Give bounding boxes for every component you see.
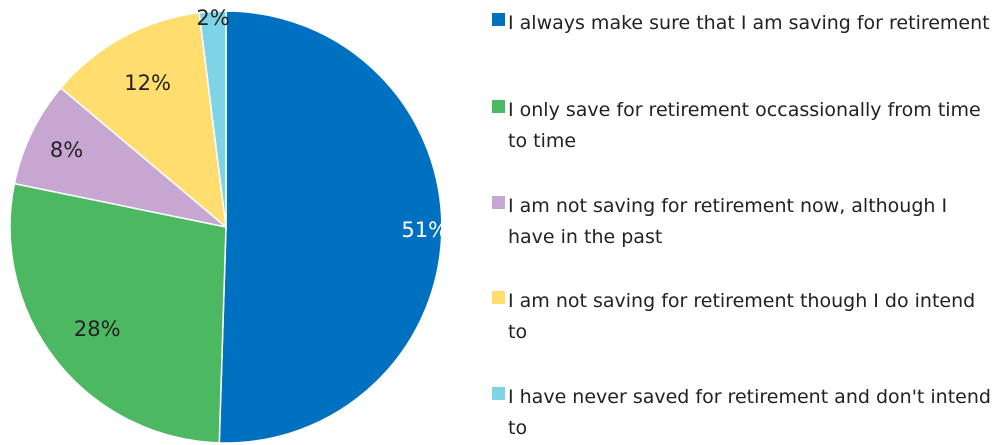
legend-swatch-intend-to (492, 291, 505, 304)
pie-slice-not-now-past (13, 86, 227, 228)
legend-swatch-never-saved (492, 387, 505, 400)
pie-slice-always-saving (218, 10, 443, 444)
slice-value-label-intend-to: 12% (124, 71, 171, 95)
slice-value-label-never-saved: 2% (196, 6, 229, 30)
pie-slice-occasionally (9, 182, 227, 444)
slice-value-label-not-now-past: 8% (50, 138, 83, 162)
legend-label-occasionally: I only save for retirement occassionally… (508, 99, 981, 152)
legend-label-always-saving: I always make sure that I am saving for … (508, 12, 990, 34)
pie-slice-never-saved (198, 10, 227, 228)
legend-label-not-now-past: I am not saving for retirement now, alth… (508, 195, 948, 248)
legend-swatch-occasionally (492, 100, 505, 113)
pie-slice-intend-to (59, 11, 227, 229)
legend-swatch-not-now-past (492, 196, 505, 209)
pie-plot-area: 51% 28% 8% 12% 2% (9, 5, 448, 444)
slice-value-label-occasionally: 28% (74, 317, 121, 341)
legend-label-intend-to: I am not saving for retirement though I … (508, 290, 976, 343)
legend-swatch-always-saving (492, 13, 505, 26)
legend-label-never-saved: I have never saved for retirement and do… (508, 386, 991, 439)
slice-value-label-always-saving: 51% (401, 218, 448, 242)
